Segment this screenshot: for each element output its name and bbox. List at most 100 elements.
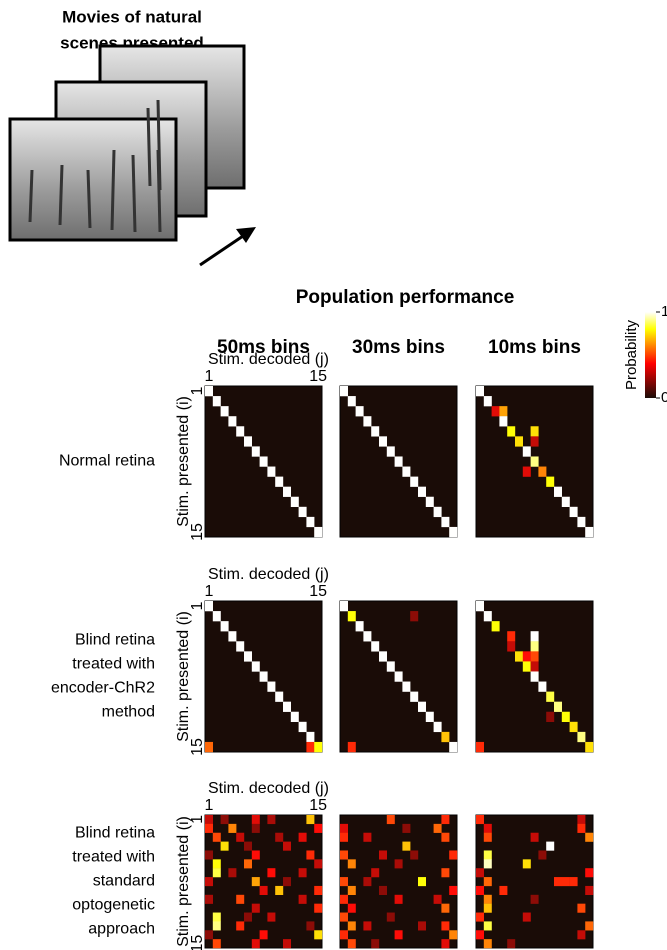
- matrix-cell: [483, 877, 492, 887]
- matrix-cell: [244, 912, 252, 922]
- matrix-cell: [546, 711, 555, 722]
- matrix-cell: [554, 701, 562, 712]
- matrix-cell: [585, 921, 594, 931]
- matrix-cell: [449, 850, 458, 860]
- matrix-cell: [363, 921, 372, 931]
- matrix-cell: [371, 426, 380, 437]
- matrix-cell: [314, 823, 323, 833]
- y-axis-label: Stim. presented (i): [175, 396, 192, 527]
- matrix-cell: [554, 877, 562, 887]
- matrix-cell: [577, 930, 586, 940]
- matrix-cell: [205, 386, 213, 397]
- matrix-cell: [546, 691, 555, 702]
- x-tick-label: 1: [204, 797, 213, 814]
- matrix-cell: [244, 841, 252, 851]
- matrix-cell: [267, 466, 276, 477]
- matrix-cell: [306, 850, 315, 860]
- matrix-cell: [507, 426, 516, 437]
- matrix-cell: [371, 868, 380, 878]
- matrix-cell: [363, 416, 372, 427]
- matrix-cell: [449, 885, 458, 895]
- matrix-cell: [394, 456, 403, 467]
- matrix-cell: [306, 921, 315, 931]
- matrix-cell: [561, 496, 570, 507]
- matrix-cell: [236, 641, 245, 652]
- matrix-cell: [476, 601, 484, 612]
- matrix-cell: [306, 516, 315, 528]
- matrix-cell: [347, 939, 356, 949]
- matrix-cell: [483, 859, 492, 869]
- matrix-cell: [212, 832, 221, 842]
- matrix-cell: [298, 894, 307, 904]
- matrix-cell: [483, 611, 492, 622]
- matrix-cell: [379, 850, 387, 860]
- row-label: approach: [88, 921, 155, 938]
- column-header: 10ms bins: [488, 337, 581, 358]
- matrix-cell: [290, 711, 299, 722]
- matrix-cell: [402, 681, 411, 692]
- matrix-cell: [205, 877, 213, 887]
- matrix-cell: [476, 741, 484, 753]
- matrix-cell: [379, 651, 387, 662]
- matrix-cell: [577, 823, 586, 833]
- matrix-cell: [577, 516, 586, 528]
- matrix-cell: [402, 466, 411, 477]
- matrix-cell: [275, 476, 284, 487]
- matrix-cell: [259, 456, 268, 467]
- matrix-cell: [347, 903, 356, 913]
- matrix-cell: [347, 741, 356, 753]
- matrix-cell: [449, 741, 458, 753]
- matrix-cell: [251, 877, 260, 887]
- matrix-cell: [433, 721, 442, 733]
- matrix-cell: [577, 815, 586, 825]
- matrix-cell: [283, 877, 291, 887]
- matrix-cell: [418, 921, 426, 931]
- x-axis-label: Stim. decoded (j): [208, 351, 329, 368]
- matrix-cell: [476, 885, 484, 895]
- colorbar-tick-label: 0: [661, 389, 667, 406]
- colorbar-label: Probability: [623, 319, 640, 390]
- matrix-cell: [441, 815, 450, 825]
- row-label: standard: [93, 873, 155, 890]
- matrix-cell: [314, 885, 323, 895]
- matrix-cell: [441, 731, 450, 743]
- matrix-cell: [530, 631, 539, 642]
- matrix-cell: [410, 691, 419, 702]
- matrix-cell: [244, 436, 252, 447]
- matrix-cell: [228, 416, 237, 427]
- matrix-cell: [236, 832, 245, 842]
- matrix-cell: [441, 868, 450, 878]
- matrix-cell: [483, 903, 492, 913]
- y-axis-label: Stim. presented (i): [175, 816, 192, 947]
- matrix-cell: [205, 850, 213, 860]
- matrix-cell: [522, 912, 531, 922]
- matrix-cell: [251, 815, 260, 825]
- row-label: method: [102, 704, 155, 721]
- x-tick-label: 15: [309, 368, 327, 385]
- matrix-cell: [441, 832, 450, 842]
- matrix-cell: [205, 930, 213, 940]
- matrix-cell: [220, 815, 229, 825]
- matrix-cell: [449, 526, 458, 538]
- row-label: Normal retina: [59, 453, 155, 470]
- matrix-cell: [530, 426, 539, 437]
- matrix-cell: [530, 436, 539, 447]
- matrix-cell: [425, 711, 434, 722]
- matrix-cell: [236, 921, 245, 931]
- matrix-cell: [212, 939, 221, 949]
- matrix-cell: [418, 701, 426, 712]
- matrix-cell: [410, 476, 419, 487]
- matrix-cell: [314, 526, 323, 538]
- matrix-cell: [491, 621, 500, 632]
- matrix-cell: [394, 894, 403, 904]
- x-tick-label: 1: [204, 368, 213, 385]
- matrix-cell: [483, 823, 492, 833]
- matrix-cell: [585, 741, 594, 753]
- arrow: [199, 227, 256, 267]
- matrix-cell: [507, 641, 516, 652]
- matrix-cell: [476, 930, 484, 940]
- matrix-cell: [212, 859, 221, 869]
- matrix-cell: [275, 885, 284, 895]
- matrix-cell: [340, 850, 348, 860]
